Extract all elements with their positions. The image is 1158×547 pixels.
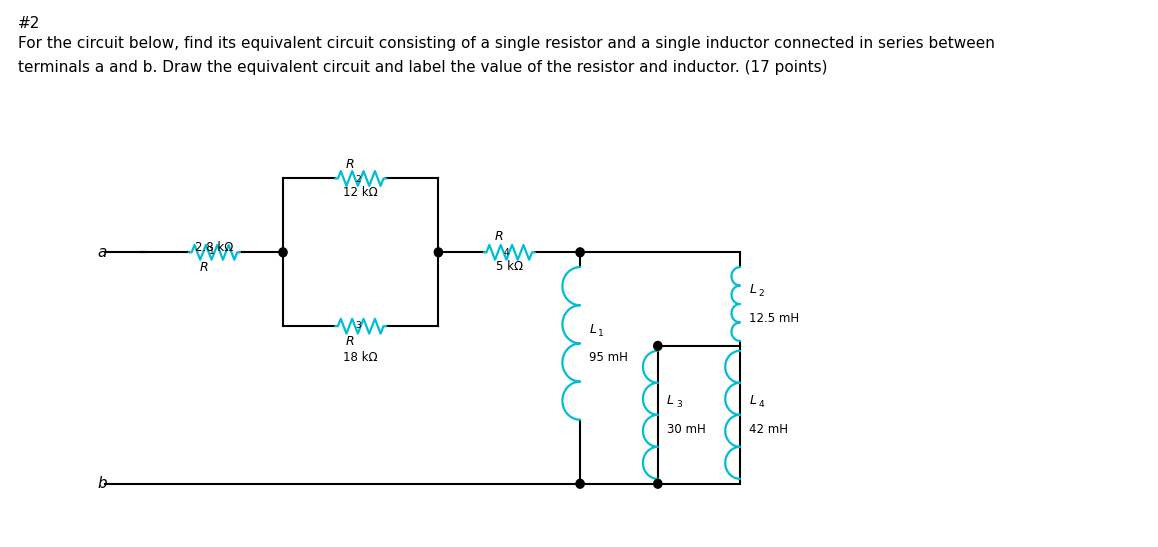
- Text: L: L: [749, 283, 756, 296]
- Text: 95 mH: 95 mH: [589, 351, 628, 364]
- Text: L: L: [667, 394, 674, 407]
- Text: R: R: [346, 335, 354, 348]
- Circle shape: [653, 479, 662, 488]
- Text: 1: 1: [599, 329, 604, 337]
- Text: For the circuit below, find its equivalent circuit consisting of a single resist: For the circuit below, find its equivale…: [17, 36, 995, 51]
- Text: R: R: [494, 230, 503, 243]
- Text: 3: 3: [676, 400, 682, 409]
- Text: 5 kΩ: 5 kΩ: [496, 260, 522, 273]
- Text: terminals a and b. Draw the equivalent circuit and label the value of the resist: terminals a and b. Draw the equivalent c…: [17, 60, 827, 75]
- Text: 4: 4: [504, 248, 510, 257]
- Text: #2: #2: [17, 16, 41, 31]
- Text: 18 kΩ: 18 kΩ: [344, 351, 378, 364]
- Text: 2: 2: [356, 176, 361, 184]
- Text: 12.5 mH: 12.5 mH: [749, 312, 799, 325]
- Text: 30 mH: 30 mH: [667, 423, 705, 436]
- Circle shape: [576, 479, 585, 488]
- Text: R: R: [346, 158, 354, 171]
- Text: a: a: [97, 245, 107, 260]
- Text: 1: 1: [208, 247, 214, 257]
- Text: L: L: [589, 323, 596, 335]
- Text: 12 kΩ: 12 kΩ: [343, 187, 378, 199]
- Text: L: L: [749, 394, 756, 407]
- Text: 3: 3: [356, 321, 361, 330]
- Circle shape: [576, 248, 585, 257]
- Text: b: b: [97, 476, 107, 491]
- Text: 2.8 kΩ: 2.8 kΩ: [196, 241, 234, 254]
- Text: 4: 4: [758, 400, 764, 409]
- Text: R: R: [199, 261, 208, 274]
- Circle shape: [279, 248, 287, 257]
- Circle shape: [434, 248, 442, 257]
- Circle shape: [653, 341, 662, 350]
- Text: 2: 2: [758, 289, 764, 298]
- Text: 42 mH: 42 mH: [749, 423, 789, 436]
